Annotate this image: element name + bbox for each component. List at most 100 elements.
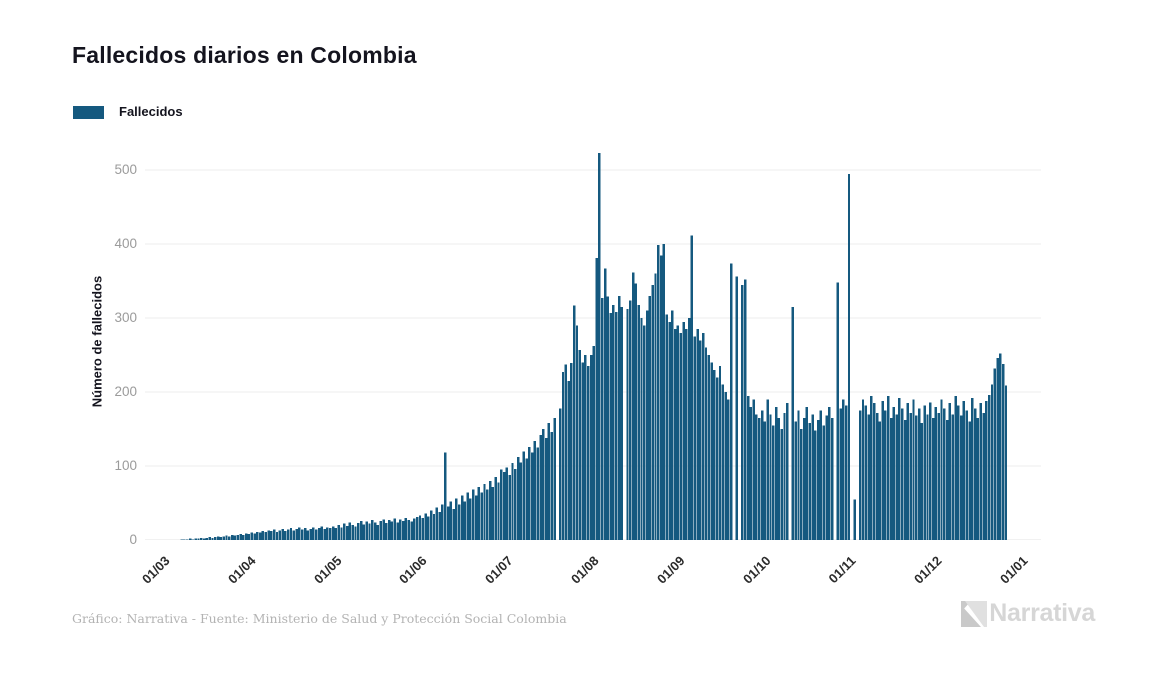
bar bbox=[421, 517, 425, 540]
bar bbox=[373, 522, 377, 540]
bar bbox=[329, 528, 332, 540]
bar bbox=[651, 284, 654, 540]
bar bbox=[920, 423, 924, 540]
bar bbox=[858, 410, 862, 540]
bar bbox=[502, 471, 506, 540]
bar bbox=[205, 537, 209, 540]
bar bbox=[917, 408, 921, 540]
bar bbox=[200, 537, 203, 540]
bar bbox=[362, 524, 366, 540]
bar bbox=[267, 530, 270, 540]
bar bbox=[575, 325, 579, 540]
bar bbox=[345, 525, 349, 540]
bar bbox=[730, 263, 733, 540]
bar bbox=[791, 307, 795, 540]
bar bbox=[637, 304, 640, 540]
source-credit: Gráfico: Narrativa - Fuente: Ministerio … bbox=[72, 611, 567, 626]
bar bbox=[735, 276, 739, 540]
bar bbox=[222, 536, 225, 540]
bar bbox=[724, 392, 727, 540]
bar bbox=[912, 399, 915, 540]
bar bbox=[643, 325, 646, 540]
bar bbox=[230, 534, 234, 540]
bar bbox=[592, 346, 596, 540]
bar bbox=[320, 526, 324, 540]
x-tick-label: 01/03 bbox=[138, 553, 173, 587]
bar bbox=[295, 528, 298, 540]
bar bbox=[460, 495, 464, 540]
y-tick-label: 100 bbox=[114, 458, 137, 474]
bar bbox=[814, 430, 817, 540]
bar bbox=[494, 477, 497, 540]
bar bbox=[188, 538, 192, 540]
bar bbox=[399, 519, 402, 540]
bar bbox=[847, 173, 851, 540]
bar bbox=[873, 403, 876, 540]
bar bbox=[887, 395, 890, 540]
bar bbox=[892, 406, 896, 540]
legend: Fallecidos bbox=[73, 104, 183, 119]
bar bbox=[822, 425, 825, 540]
bar bbox=[699, 340, 702, 540]
bar bbox=[432, 514, 436, 540]
bar bbox=[301, 529, 304, 540]
bar bbox=[721, 384, 725, 540]
bar bbox=[934, 406, 938, 540]
bar bbox=[488, 480, 492, 540]
bar bbox=[898, 397, 901, 540]
bar bbox=[343, 523, 346, 540]
bar bbox=[331, 526, 335, 540]
bar bbox=[553, 417, 556, 540]
bar bbox=[657, 244, 660, 540]
bar bbox=[376, 525, 380, 540]
bar bbox=[609, 312, 612, 540]
bar bbox=[825, 415, 828, 540]
bar bbox=[954, 395, 957, 540]
bar bbox=[385, 522, 388, 540]
bar bbox=[550, 432, 553, 540]
bar bbox=[183, 539, 186, 540]
bar bbox=[982, 412, 985, 540]
bar bbox=[284, 531, 287, 540]
bar bbox=[455, 498, 458, 540]
bar bbox=[323, 528, 326, 540]
bar bbox=[505, 467, 509, 540]
bar bbox=[957, 405, 960, 540]
bar bbox=[811, 414, 814, 540]
bar bbox=[272, 529, 276, 540]
bar bbox=[763, 421, 767, 540]
bar bbox=[258, 532, 262, 540]
bar bbox=[704, 347, 708, 540]
bar bbox=[993, 368, 997, 540]
bar bbox=[429, 510, 433, 540]
bar bbox=[870, 395, 873, 540]
bar bbox=[306, 530, 310, 540]
bar bbox=[480, 492, 483, 540]
bar bbox=[990, 384, 994, 540]
bar bbox=[281, 528, 284, 540]
bar bbox=[424, 513, 427, 540]
bar bbox=[797, 410, 800, 540]
bar bbox=[895, 414, 898, 540]
bar bbox=[861, 399, 865, 540]
bar bbox=[368, 523, 371, 540]
bar bbox=[948, 403, 952, 540]
bar bbox=[645, 310, 649, 540]
y-tick-label: 300 bbox=[114, 310, 137, 326]
bar bbox=[830, 417, 834, 540]
bar bbox=[587, 366, 590, 540]
bar bbox=[340, 527, 343, 540]
bar bbox=[519, 462, 523, 540]
bar bbox=[219, 537, 223, 540]
bar bbox=[973, 408, 977, 540]
bar bbox=[216, 536, 220, 540]
bar bbox=[530, 452, 534, 540]
bar bbox=[696, 329, 699, 540]
bar bbox=[971, 397, 974, 540]
bar bbox=[194, 538, 197, 540]
bar bbox=[572, 305, 576, 540]
bar bbox=[390, 521, 394, 540]
bar bbox=[236, 534, 239, 540]
bar bbox=[357, 522, 360, 540]
bar bbox=[816, 420, 820, 540]
